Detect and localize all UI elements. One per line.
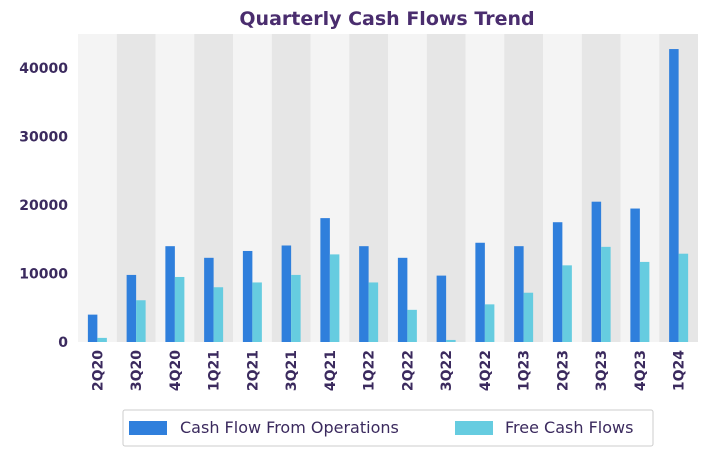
- bar-cash-flow-from-operations: [397, 257, 408, 342]
- bar-free-cash-flows: [291, 274, 301, 342]
- bar-free-cash-flows: [678, 253, 689, 342]
- y-tick-label: 10000: [19, 267, 68, 283]
- x-tick-label: 2Q21: [245, 350, 261, 391]
- bar-cash-flow-from-operations: [359, 246, 369, 342]
- x-tick-label: 3Q22: [439, 350, 455, 391]
- x-axis: 2Q20 3Q20 4Q20 1Q21 2Q21 3Q21 4Q21 1Q22 2Q22 3Q22…: [90, 350, 687, 391]
- y-tick-label: 40000: [19, 61, 68, 77]
- bar-free-cash-flows: [484, 304, 495, 342]
- bar-free-cash-flows: [97, 337, 107, 342]
- bar-cash-flow-from-operations: [591, 201, 602, 342]
- x-tick-label: 3Q21: [284, 350, 300, 391]
- bar-cash-flow-from-operations: [320, 218, 330, 342]
- bar-cash-flow-from-operations: [552, 222, 563, 342]
- bar-free-cash-flows: [329, 254, 340, 342]
- legend: Cash Flow From Operations Free Cash Flow…: [122, 409, 654, 447]
- bar-free-cash-flows: [639, 261, 650, 342]
- bar-free-cash-flows: [407, 309, 417, 342]
- bars: [87, 49, 689, 343]
- y-axis: 0 10000 20000 30000 40000: [19, 61, 68, 351]
- x-tick-label: 3Q23: [594, 350, 610, 391]
- bar-free-cash-flows: [368, 282, 379, 342]
- bar-cash-flow-from-operations: [165, 246, 175, 342]
- x-tick-label: 4Q22: [478, 350, 494, 391]
- x-tick-label: 4Q20: [168, 350, 184, 391]
- bar-cash-flow-from-operations: [204, 257, 214, 342]
- x-tick-label: 2Q23: [555, 350, 571, 391]
- bar-free-cash-flows: [136, 300, 146, 342]
- x-tick-label: 1Q22: [362, 350, 378, 391]
- bar-free-cash-flows: [213, 287, 224, 342]
- bar-free-cash-flows: [446, 339, 456, 342]
- bar-free-cash-flows: [562, 265, 572, 342]
- y-tick-label: 0: [58, 335, 68, 351]
- chart-title: Quarterly Cash Flows Trend: [239, 8, 534, 30]
- legend-swatch-fcf: [455, 421, 493, 435]
- bar-cash-flow-from-operations: [475, 242, 485, 342]
- bar-cash-flow-from-operations: [281, 245, 292, 342]
- bar-cash-flow-from-operations: [126, 274, 137, 342]
- bar-free-cash-flows: [174, 276, 185, 342]
- bar-cash-flow-from-operations: [630, 208, 640, 342]
- x-tick-label: 3Q20: [129, 350, 145, 391]
- category-band: [78, 34, 117, 342]
- bar-free-cash-flows: [523, 292, 534, 342]
- legend-swatch-ops: [129, 421, 167, 435]
- x-tick-label: 2Q22: [400, 350, 416, 391]
- legend-box: [122, 409, 654, 447]
- bar-free-cash-flows: [252, 282, 262, 342]
- x-tick-label: 1Q23: [517, 350, 533, 391]
- x-tick-label: 2Q20: [90, 350, 106, 391]
- x-tick-label: 4Q23: [633, 350, 649, 391]
- y-tick-label: 30000: [19, 130, 68, 146]
- bar-cash-flow-from-operations: [436, 275, 447, 342]
- x-tick-label: 1Q21: [207, 350, 223, 391]
- bar-cash-flow-from-operations: [242, 250, 253, 342]
- legend-label-ops: Cash Flow From Operations: [180, 418, 399, 437]
- bar-free-cash-flows: [601, 246, 611, 342]
- bar-cash-flow-from-operations: [514, 246, 524, 342]
- legend-label-fcf: Free Cash Flows: [505, 418, 633, 437]
- bar-cash-flow-from-operations: [669, 49, 679, 343]
- y-tick-label: 20000: [19, 198, 68, 214]
- bar-cash-flow-from-operations: [87, 314, 98, 342]
- x-tick-label: 4Q21: [323, 350, 339, 391]
- x-tick-label: 1Q24: [672, 350, 688, 391]
